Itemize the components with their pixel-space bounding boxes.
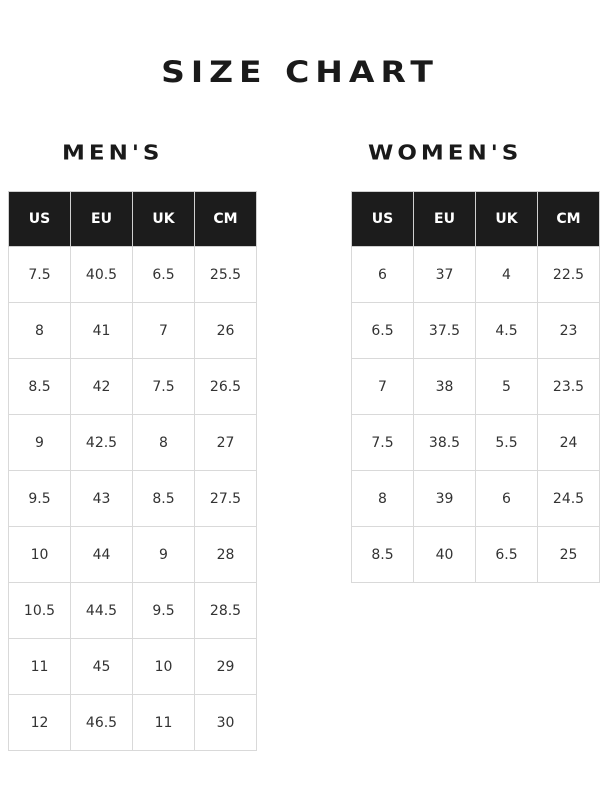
table-cell: 46.5 [70, 694, 133, 751]
table-cell: 8 [351, 470, 414, 527]
table-cell: 42 [70, 358, 133, 415]
table-cell: 6.5 [351, 302, 414, 359]
mens-heading: MEN'S [62, 141, 164, 165]
table-cell: 12 [8, 694, 71, 751]
table-cell: 4.5 [475, 302, 538, 359]
table-cell: 40.5 [70, 246, 133, 303]
table-row: 9 42.5 8 27 [8, 414, 257, 471]
table-cell: 7.5 [351, 414, 414, 471]
header-row: US EU UK CM [351, 191, 600, 247]
table-cell: 25 [537, 526, 600, 583]
page-title: SIZE CHART [161, 53, 439, 90]
table-row: 12 46.5 11 30 [8, 694, 257, 751]
table-cell: 8.5 [8, 358, 71, 415]
table-cell: 24 [537, 414, 600, 471]
table-cell: 4 [475, 246, 538, 303]
table-cell: 44.5 [70, 582, 133, 639]
table-cell: 27.5 [194, 470, 257, 527]
table-cell: 29 [194, 638, 257, 695]
table-cell: 45 [70, 638, 133, 695]
table-cell: 9 [132, 526, 195, 583]
table-cell: 30 [194, 694, 257, 751]
table-row: 8.5 40 6.5 25 [351, 526, 600, 583]
column-header: UK [132, 191, 195, 247]
table-cell: 11 [8, 638, 71, 695]
table-cell: 44 [70, 526, 133, 583]
table-cell: 8.5 [132, 470, 195, 527]
table-cell: 27 [194, 414, 257, 471]
table-cell: 23.5 [537, 358, 600, 415]
table-cell: 38.5 [413, 414, 476, 471]
table-cell: 41 [70, 302, 133, 359]
table-cell: 40 [413, 526, 476, 583]
table-cell: 43 [70, 470, 133, 527]
table-cell: 8 [8, 302, 71, 359]
table-row: 10 44 9 28 [8, 526, 257, 583]
table-cell: 37 [413, 246, 476, 303]
table-cell: 10 [8, 526, 71, 583]
table-row: 7 38 5 23.5 [351, 358, 600, 415]
womens-heading: WOMEN'S [368, 141, 523, 165]
table-cell: 23 [537, 302, 600, 359]
table-row: 8 39 6 24.5 [351, 470, 600, 527]
table-row: 7.5 40.5 6.5 25.5 [8, 246, 257, 303]
table-cell: 28 [194, 526, 257, 583]
table-row: 6.5 37.5 4.5 23 [351, 302, 600, 359]
column-header: EU [413, 191, 476, 247]
table-cell: 10.5 [8, 582, 71, 639]
column-header: EU [70, 191, 133, 247]
table-cell: 5.5 [475, 414, 538, 471]
table-cell: 7 [351, 358, 414, 415]
table-cell: 7.5 [132, 358, 195, 415]
table-cell: 9 [8, 414, 71, 471]
table-cell: 8 [132, 414, 195, 471]
column-header: US [351, 191, 414, 247]
table-cell: 6.5 [132, 246, 195, 303]
column-header: CM [194, 191, 257, 247]
table-row: 6 37 4 22.5 [351, 246, 600, 303]
mens-size-table: US EU UK CM 7.5 40.5 6.5 25.5 8 41 7 26 8.5 42 7.5 26.5… [8, 191, 257, 751]
column-header: UK [475, 191, 538, 247]
table-cell: 8.5 [351, 526, 414, 583]
table-cell: 9.5 [8, 470, 71, 527]
table-cell: 10 [132, 638, 195, 695]
womens-size-table: US EU UK CM 6 37 4 22.5 6.5 37.5 4.5 23 7 38 5 23.5 7.5 3… [351, 191, 600, 583]
table-cell: 39 [413, 470, 476, 527]
table-cell: 7.5 [8, 246, 71, 303]
table-cell: 7 [132, 302, 195, 359]
table-row: 8.5 42 7.5 26.5 [8, 358, 257, 415]
table-cell: 26.5 [194, 358, 257, 415]
table-cell: 42.5 [70, 414, 133, 471]
table-cell: 6.5 [475, 526, 538, 583]
table-row: 8 41 7 26 [8, 302, 257, 359]
table-cell: 28.5 [194, 582, 257, 639]
table-cell: 38 [413, 358, 476, 415]
table-row: 11 45 10 29 [8, 638, 257, 695]
header-row: US EU UK CM [8, 191, 257, 247]
table-cell: 26 [194, 302, 257, 359]
table-cell: 9.5 [132, 582, 195, 639]
table-row: 7.5 38.5 5.5 24 [351, 414, 600, 471]
column-header: CM [537, 191, 600, 247]
table-row: 9.5 43 8.5 27.5 [8, 470, 257, 527]
table-cell: 22.5 [537, 246, 600, 303]
table-cell: 11 [132, 694, 195, 751]
table-cell: 37.5 [413, 302, 476, 359]
table-cell: 6 [475, 470, 538, 527]
table-cell: 25.5 [194, 246, 257, 303]
table-cell: 24.5 [537, 470, 600, 527]
table-row: 10.5 44.5 9.5 28.5 [8, 582, 257, 639]
column-header: US [8, 191, 71, 247]
table-cell: 6 [351, 246, 414, 303]
table-cell: 5 [475, 358, 538, 415]
